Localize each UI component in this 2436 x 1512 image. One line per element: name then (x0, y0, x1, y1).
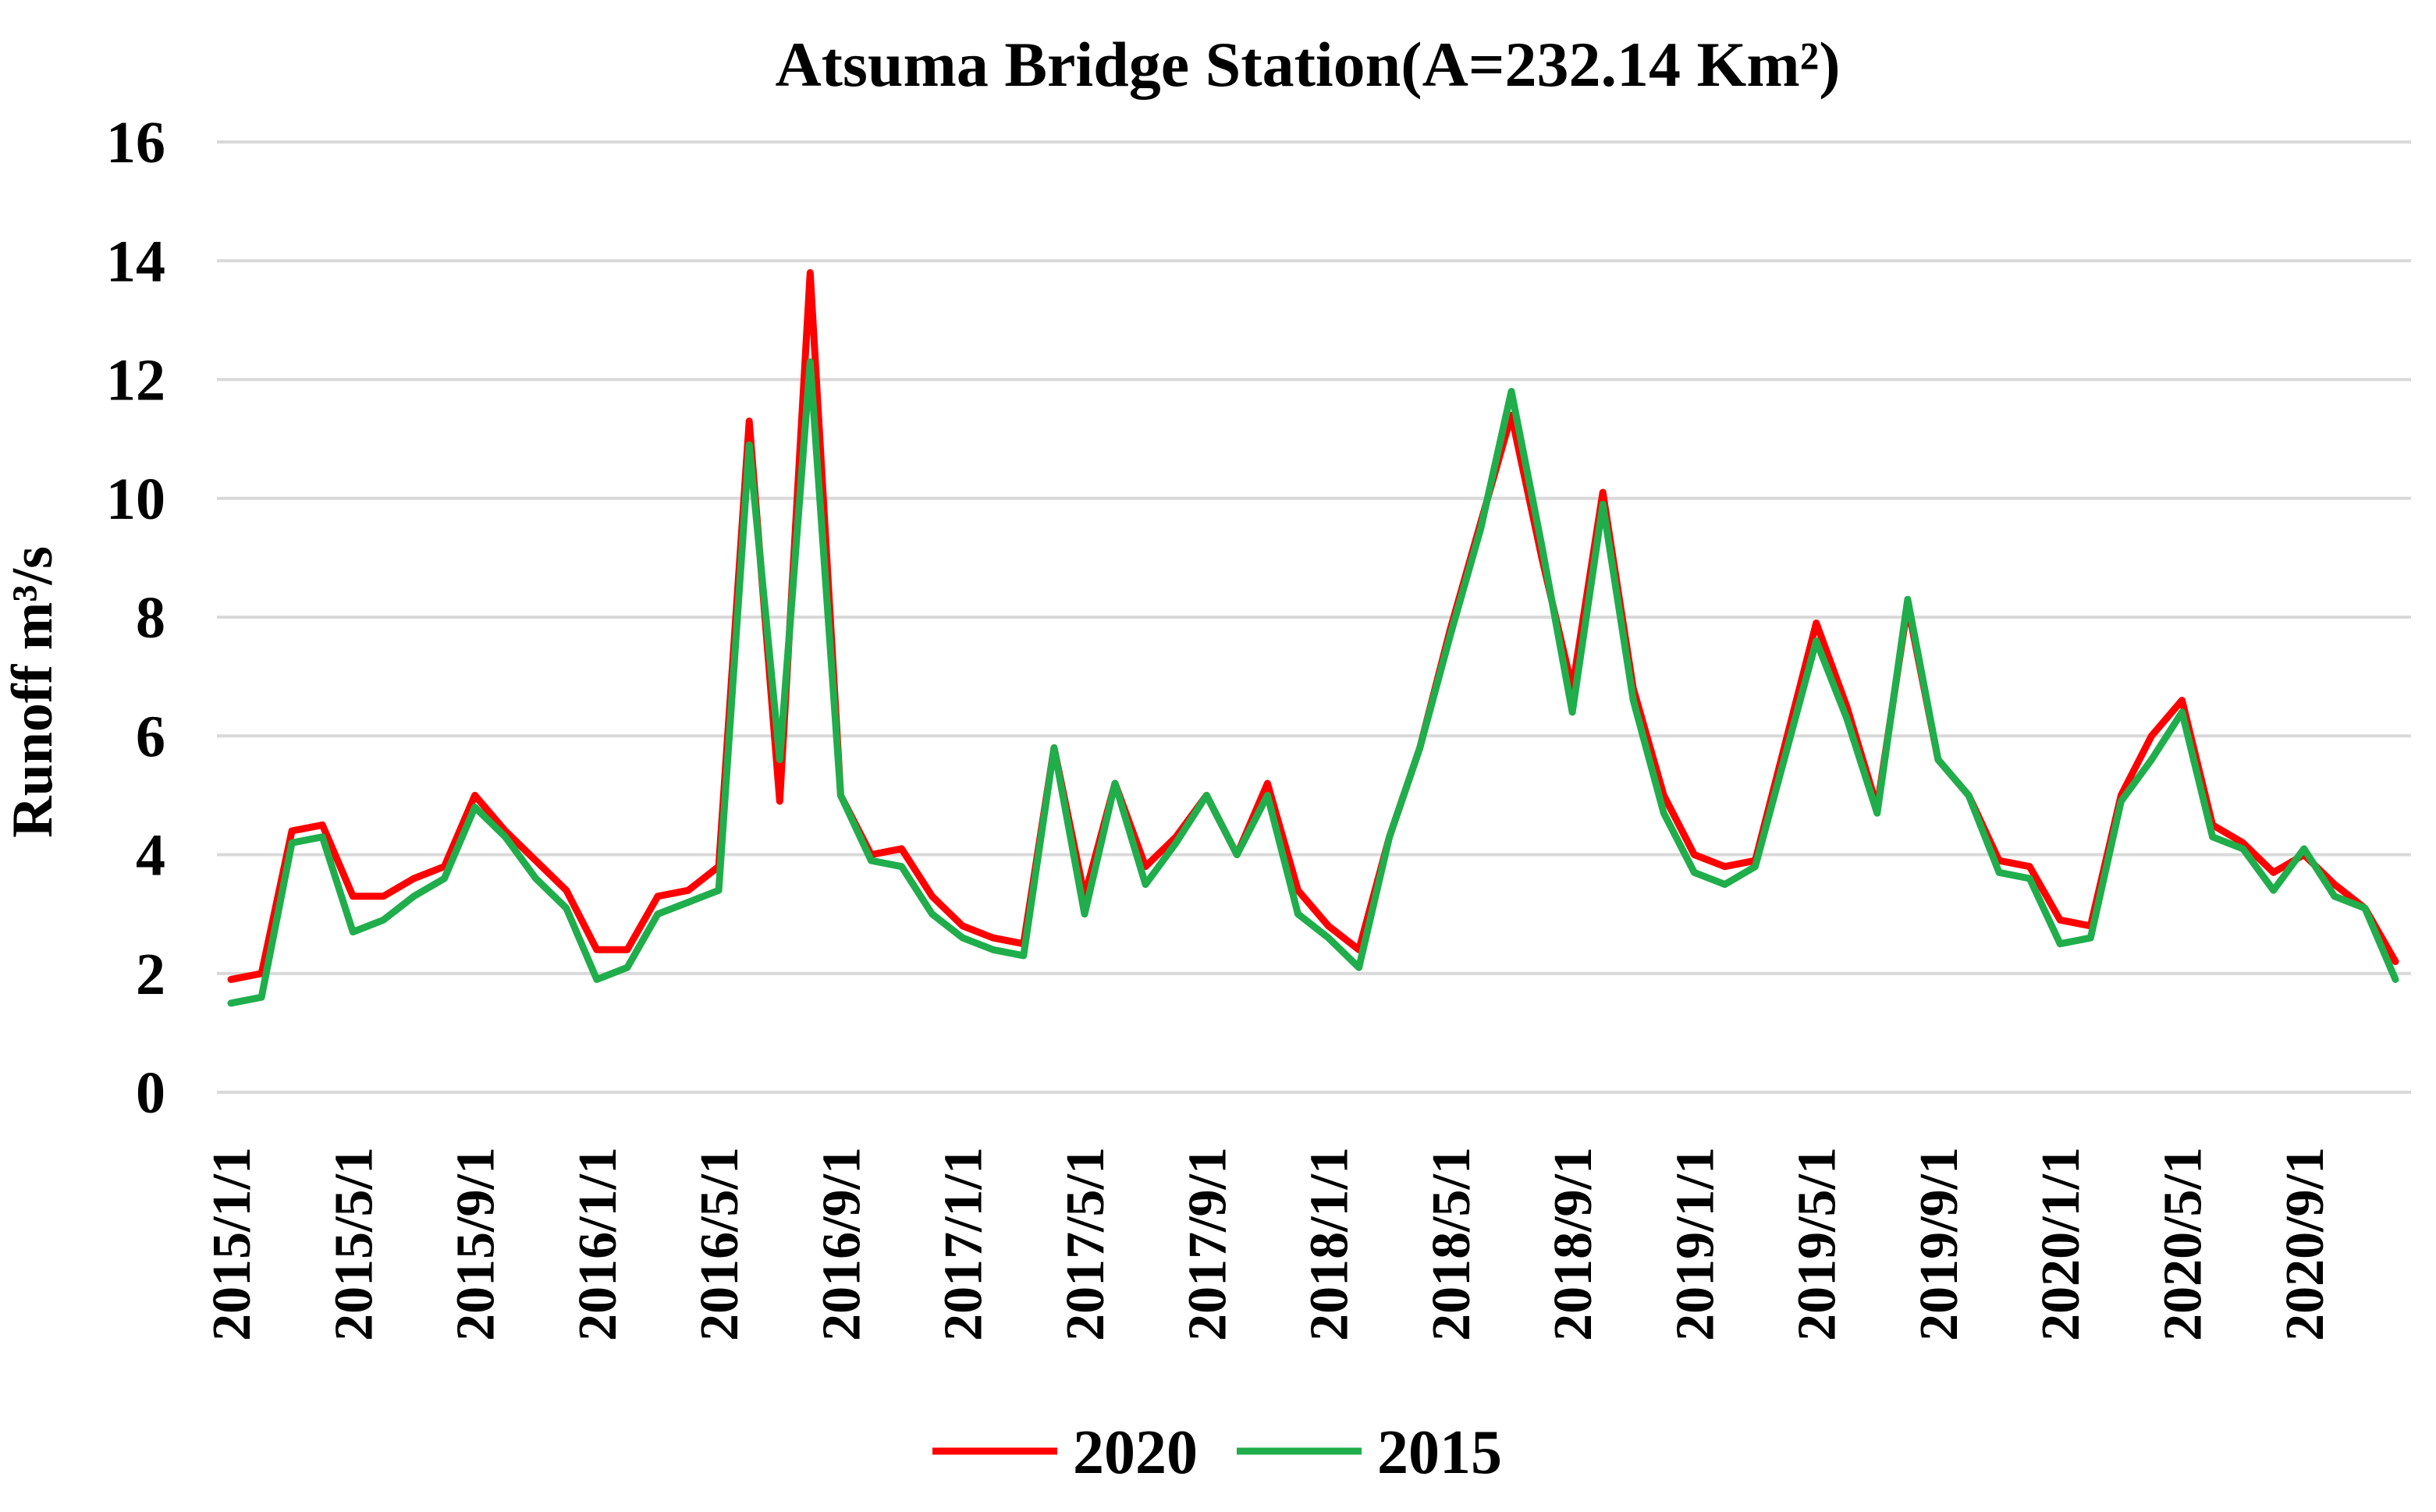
y-tick-label: 14 (106, 229, 165, 294)
y-tick-label: 8 (136, 585, 165, 651)
x-tick-label: 2016/9/1 (811, 1147, 872, 1341)
y-tick-label: 4 (136, 823, 165, 889)
series-line-2015 (227, 358, 2399, 1007)
x-tick-label: 2017/5/1 (1056, 1147, 1116, 1341)
series-lines (227, 269, 2399, 1007)
legend: 2020 2015 (932, 1418, 1502, 1487)
y-axis-label: Runoff m³/s (1, 546, 65, 838)
x-tick-label: 2020/9/1 (2275, 1147, 2335, 1341)
y-axis-tick-labels: 0 2 4 6 8 10 12 14 16 (106, 110, 165, 1126)
x-tick-label: 2020/1/1 (2031, 1147, 2091, 1341)
y-tick-label: 0 (136, 1060, 165, 1126)
x-tick-label: 2019/5/1 (1788, 1147, 1848, 1341)
x-tick-label: 2015/5/1 (324, 1147, 384, 1341)
x-axis-tick-labels: 2015/1/1 2015/5/1 2015/9/1 2016/1/1 2016/5/1… (202, 1147, 2335, 1341)
x-tick-label: 2020/5/1 (2154, 1147, 2214, 1341)
gridlines (217, 140, 2411, 1094)
x-tick-label: 2018/5/1 (1422, 1147, 1482, 1341)
series-line-2020 (227, 269, 2399, 983)
y-tick-label: 6 (136, 704, 165, 769)
x-tick-label: 2019/1/1 (1665, 1147, 1725, 1341)
legend-label: 2020 (1073, 1418, 1198, 1487)
y-tick-label: 2 (136, 942, 165, 1007)
legend-label: 2015 (1377, 1418, 1502, 1487)
x-tick-label: 2016/1/1 (568, 1147, 628, 1341)
x-tick-label: 2015/9/1 (446, 1147, 506, 1341)
y-tick-label: 16 (106, 110, 165, 176)
x-tick-label: 2018/1/1 (1300, 1147, 1360, 1341)
x-tick-label: 2019/9/1 (1909, 1147, 1969, 1341)
x-tick-label: 2017/9/1 (1177, 1147, 1238, 1341)
x-tick-label: 2015/1/1 (202, 1147, 262, 1341)
x-tick-label: 2017/1/1 (934, 1147, 994, 1341)
y-tick-label: 10 (106, 467, 165, 532)
y-tick-label: 12 (106, 348, 165, 413)
chart-title: Atsuma Bridge Station(A=232.14 Km²) (775, 29, 1840, 100)
x-tick-label: 2016/5/1 (690, 1147, 750, 1341)
x-tick-label: 2018/9/1 (1543, 1147, 1603, 1341)
